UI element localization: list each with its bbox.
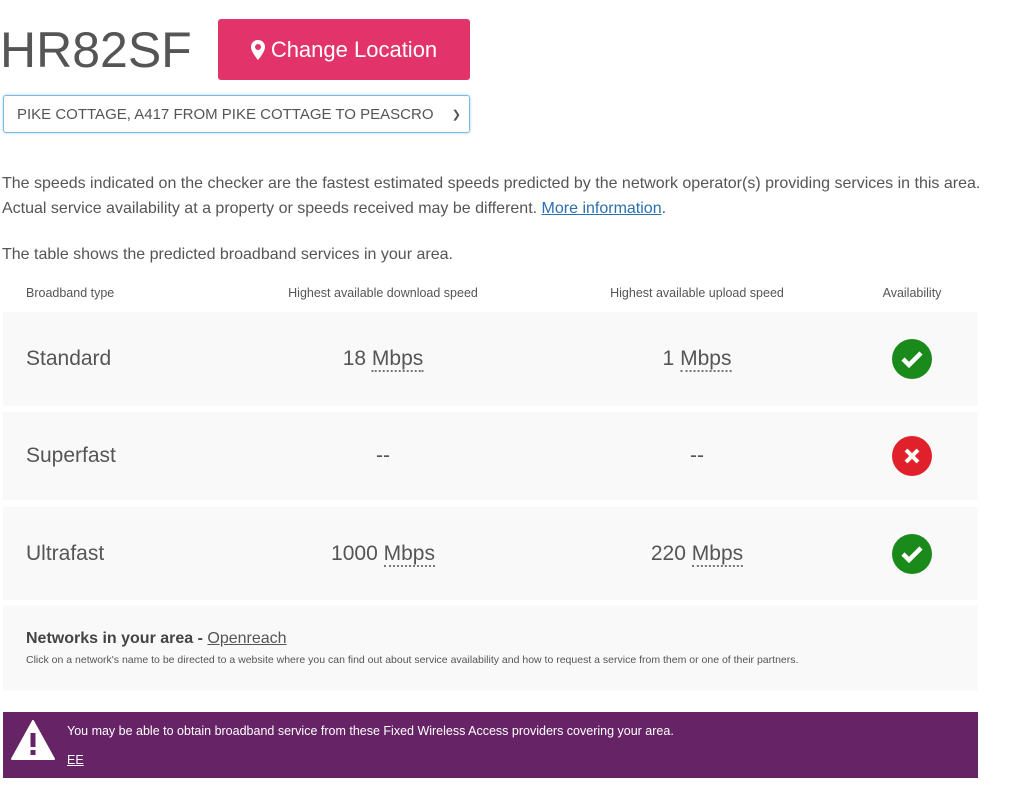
download-speed: -- [376, 444, 390, 468]
warning-icon [11, 720, 55, 760]
chevron-down-icon: ❯ [451, 108, 461, 121]
header-download: Highest available download speed [288, 286, 478, 300]
broadband-type: Ultrafast [26, 541, 105, 565]
cross-icon [892, 436, 932, 476]
postcode-title: HR82SF [0, 22, 192, 78]
intro-paragraph: The speeds indicated on the checker are … [2, 171, 982, 221]
upload-speed: -- [690, 444, 704, 468]
address-select[interactable]: PIKE COTTAGE, A417 FROM PIKE COTTAGE TO … [3, 95, 470, 133]
intro-text: The speeds indicated on the checker are … [2, 175, 981, 217]
upload-speed: 1 Mbps [662, 347, 732, 372]
table-row: Ultrafast 1000 Mbps 220 Mbps [3, 507, 978, 600]
broadband-type: Superfast [26, 444, 116, 467]
upload-speed: 220 Mbps [650, 541, 744, 567]
download_unit: Mbps [371, 347, 424, 372]
address-select-value: PIKE COTTAGE, A417 FROM PIKE COTTAGE TO … [17, 105, 434, 123]
download-value: 18 [342, 347, 367, 370]
download-speed: 1000 Mbps [331, 541, 435, 567]
upload_unit: Mbps [691, 541, 744, 567]
table-row: Standard 18 Mbps 1 Mbps [3, 312, 978, 406]
header-availability: Availability [882, 286, 942, 300]
header-broadband-type: Broadband type [26, 286, 115, 300]
download-value: -- [376, 444, 390, 467]
more-information-link[interactable]: More information [541, 200, 662, 217]
fixed-wireless-banner: You may be able to obtain broadband serv… [3, 712, 978, 778]
table-intro: The table shows the predicted broadband … [2, 246, 453, 263]
ee-link[interactable]: EE [67, 753, 84, 767]
upload-value: 1 [662, 347, 675, 370]
header-upload: Highest available upload speed [610, 286, 784, 300]
networks-section: Networks in your area - Openreach Click … [3, 605, 978, 691]
check-icon [892, 339, 932, 379]
download-speed: 18 Mbps [342, 347, 424, 372]
intro-end: . [661, 200, 667, 217]
banner-text: You may be able to obtain broadband serv… [67, 724, 674, 738]
openreach-link[interactable]: Openreach [207, 630, 287, 647]
upload-value: 220 [650, 541, 686, 565]
upload_unit: Mbps [680, 347, 732, 372]
upload-value: -- [690, 444, 704, 467]
change-location-button[interactable]: Change Location [218, 19, 470, 80]
map-marker-icon [250, 39, 265, 60]
change-location-label: Change Location [270, 36, 438, 62]
availability [892, 436, 932, 476]
availability [892, 533, 932, 574]
broadband-type: Standard [26, 347, 112, 370]
networks-label: Networks in your area - [26, 630, 203, 647]
download_unit: Mbps [383, 541, 435, 567]
table-row: Superfast -- -- [3, 412, 978, 500]
networks-note: Click on a network's name to be directed… [26, 654, 799, 666]
check-icon [892, 533, 932, 574]
availability [892, 339, 932, 379]
download-value: 1000 [331, 541, 378, 565]
